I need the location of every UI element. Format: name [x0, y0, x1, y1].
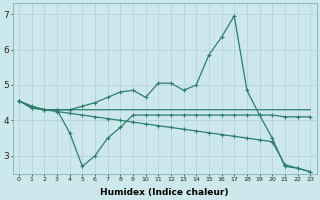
X-axis label: Humidex (Indice chaleur): Humidex (Indice chaleur) [100, 188, 229, 197]
